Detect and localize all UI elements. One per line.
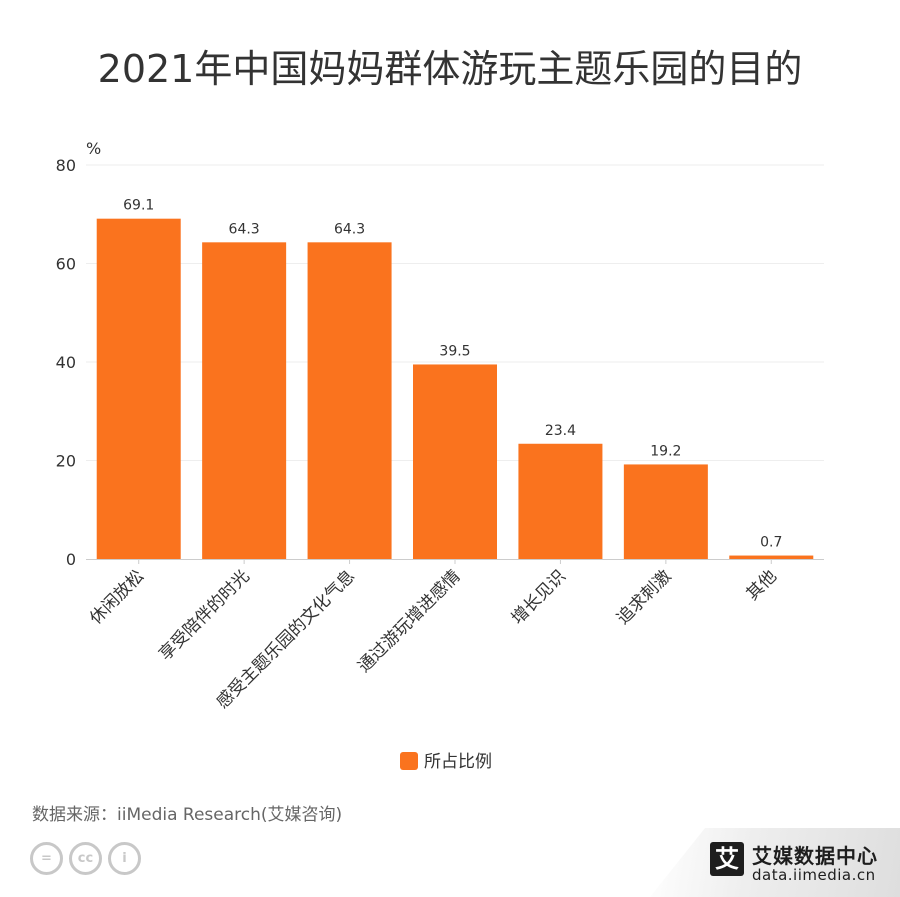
chart-title: 2021年中国妈妈群体游玩主题乐园的目的 bbox=[97, 47, 803, 91]
data-label: 23.4 bbox=[545, 423, 576, 439]
legend-label: 所占比例 bbox=[424, 752, 492, 772]
legend-swatch bbox=[400, 752, 418, 770]
y-tick-label: 20 bbox=[56, 452, 76, 471]
bar-chart: 020406080%69.1休闲放松64.3享受陪伴的时光64.3感受主题乐园的… bbox=[56, 139, 824, 772]
data-label: 64.3 bbox=[229, 221, 260, 237]
bar bbox=[96, 218, 181, 559]
bar bbox=[623, 464, 708, 559]
x-tick-label: 享受陪伴的时光 bbox=[155, 566, 253, 664]
data-label: 64.3 bbox=[334, 221, 365, 237]
source-note: 数据来源：iiMedia Research(艾媒咨询) bbox=[32, 805, 343, 825]
bar bbox=[202, 242, 287, 559]
data-label: 69.1 bbox=[123, 198, 154, 214]
bar bbox=[413, 364, 497, 559]
data-label: 19.2 bbox=[650, 443, 681, 459]
bar bbox=[729, 555, 814, 559]
person-icon: i bbox=[108, 842, 141, 875]
x-tick-label: 休闲放松 bbox=[86, 566, 148, 628]
x-tick-label: 通过游玩增进感情 bbox=[354, 566, 464, 676]
y-tick-label: 40 bbox=[56, 353, 76, 372]
data-label: 0.7 bbox=[760, 535, 782, 551]
logo-url: data.iimedia.cn bbox=[752, 866, 876, 884]
logo-mark: 艾 bbox=[710, 842, 744, 876]
y-unit-label: % bbox=[86, 139, 101, 158]
equals-icon: = bbox=[30, 842, 63, 875]
bar bbox=[518, 443, 603, 559]
y-tick-label: 80 bbox=[56, 156, 76, 175]
logo-name: 艾媒数据中心 bbox=[752, 844, 878, 868]
x-tick-label: 其他 bbox=[743, 566, 781, 604]
y-tick-label: 0 bbox=[66, 550, 76, 569]
bar bbox=[307, 242, 392, 559]
y-tick-label: 60 bbox=[56, 255, 76, 274]
x-tick-label: 增长见识 bbox=[508, 566, 570, 628]
data-label: 39.5 bbox=[439, 343, 470, 359]
cc-icon: cc bbox=[69, 842, 102, 875]
x-tick-label: 追求刺激 bbox=[613, 566, 675, 628]
license-icons: = cc i bbox=[30, 842, 141, 875]
